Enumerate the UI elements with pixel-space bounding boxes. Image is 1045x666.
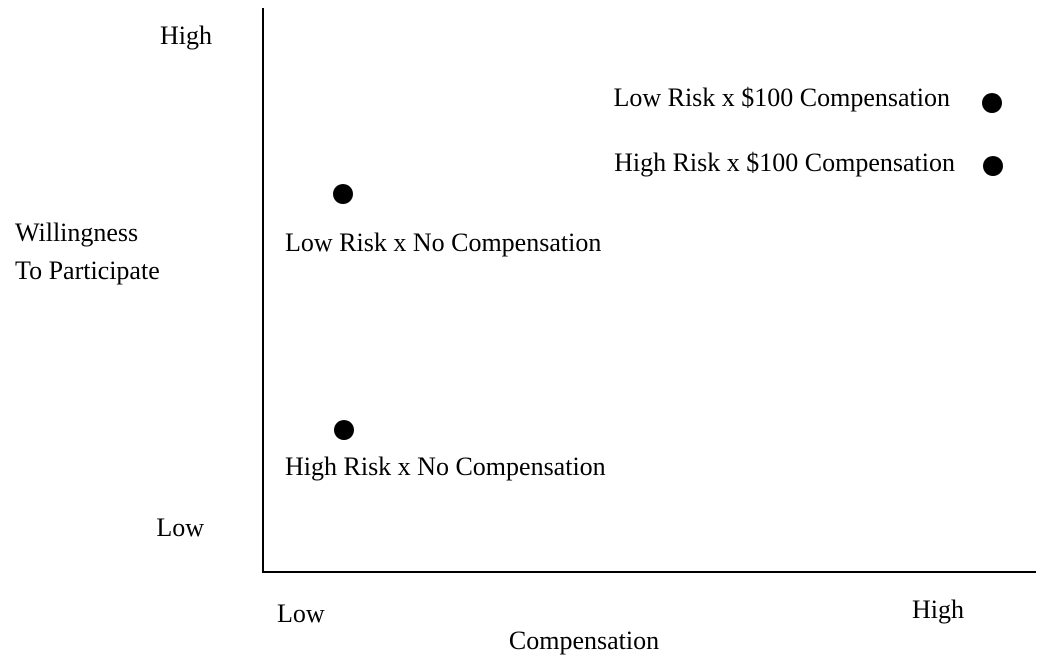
point-label: High Risk x No Compensation — [285, 452, 606, 481]
x-high-label: High — [912, 595, 964, 624]
x-axis-label: Compensation — [509, 626, 659, 655]
point — [334, 420, 354, 440]
point — [333, 184, 353, 204]
y-axis-label: Willingness — [15, 218, 138, 247]
point-label: Low Risk x $100 Compensation — [613, 83, 950, 112]
point — [983, 156, 1003, 176]
point — [982, 93, 1002, 113]
y-high-label: High — [160, 21, 212, 50]
y-axis-label: To Participate — [15, 256, 160, 285]
point-label: Low Risk x No Compensation — [285, 228, 601, 257]
y-low-label: Low — [156, 513, 204, 542]
point-label: High Risk x $100 Compensation — [614, 148, 955, 177]
x-low-label: Low — [277, 599, 325, 628]
